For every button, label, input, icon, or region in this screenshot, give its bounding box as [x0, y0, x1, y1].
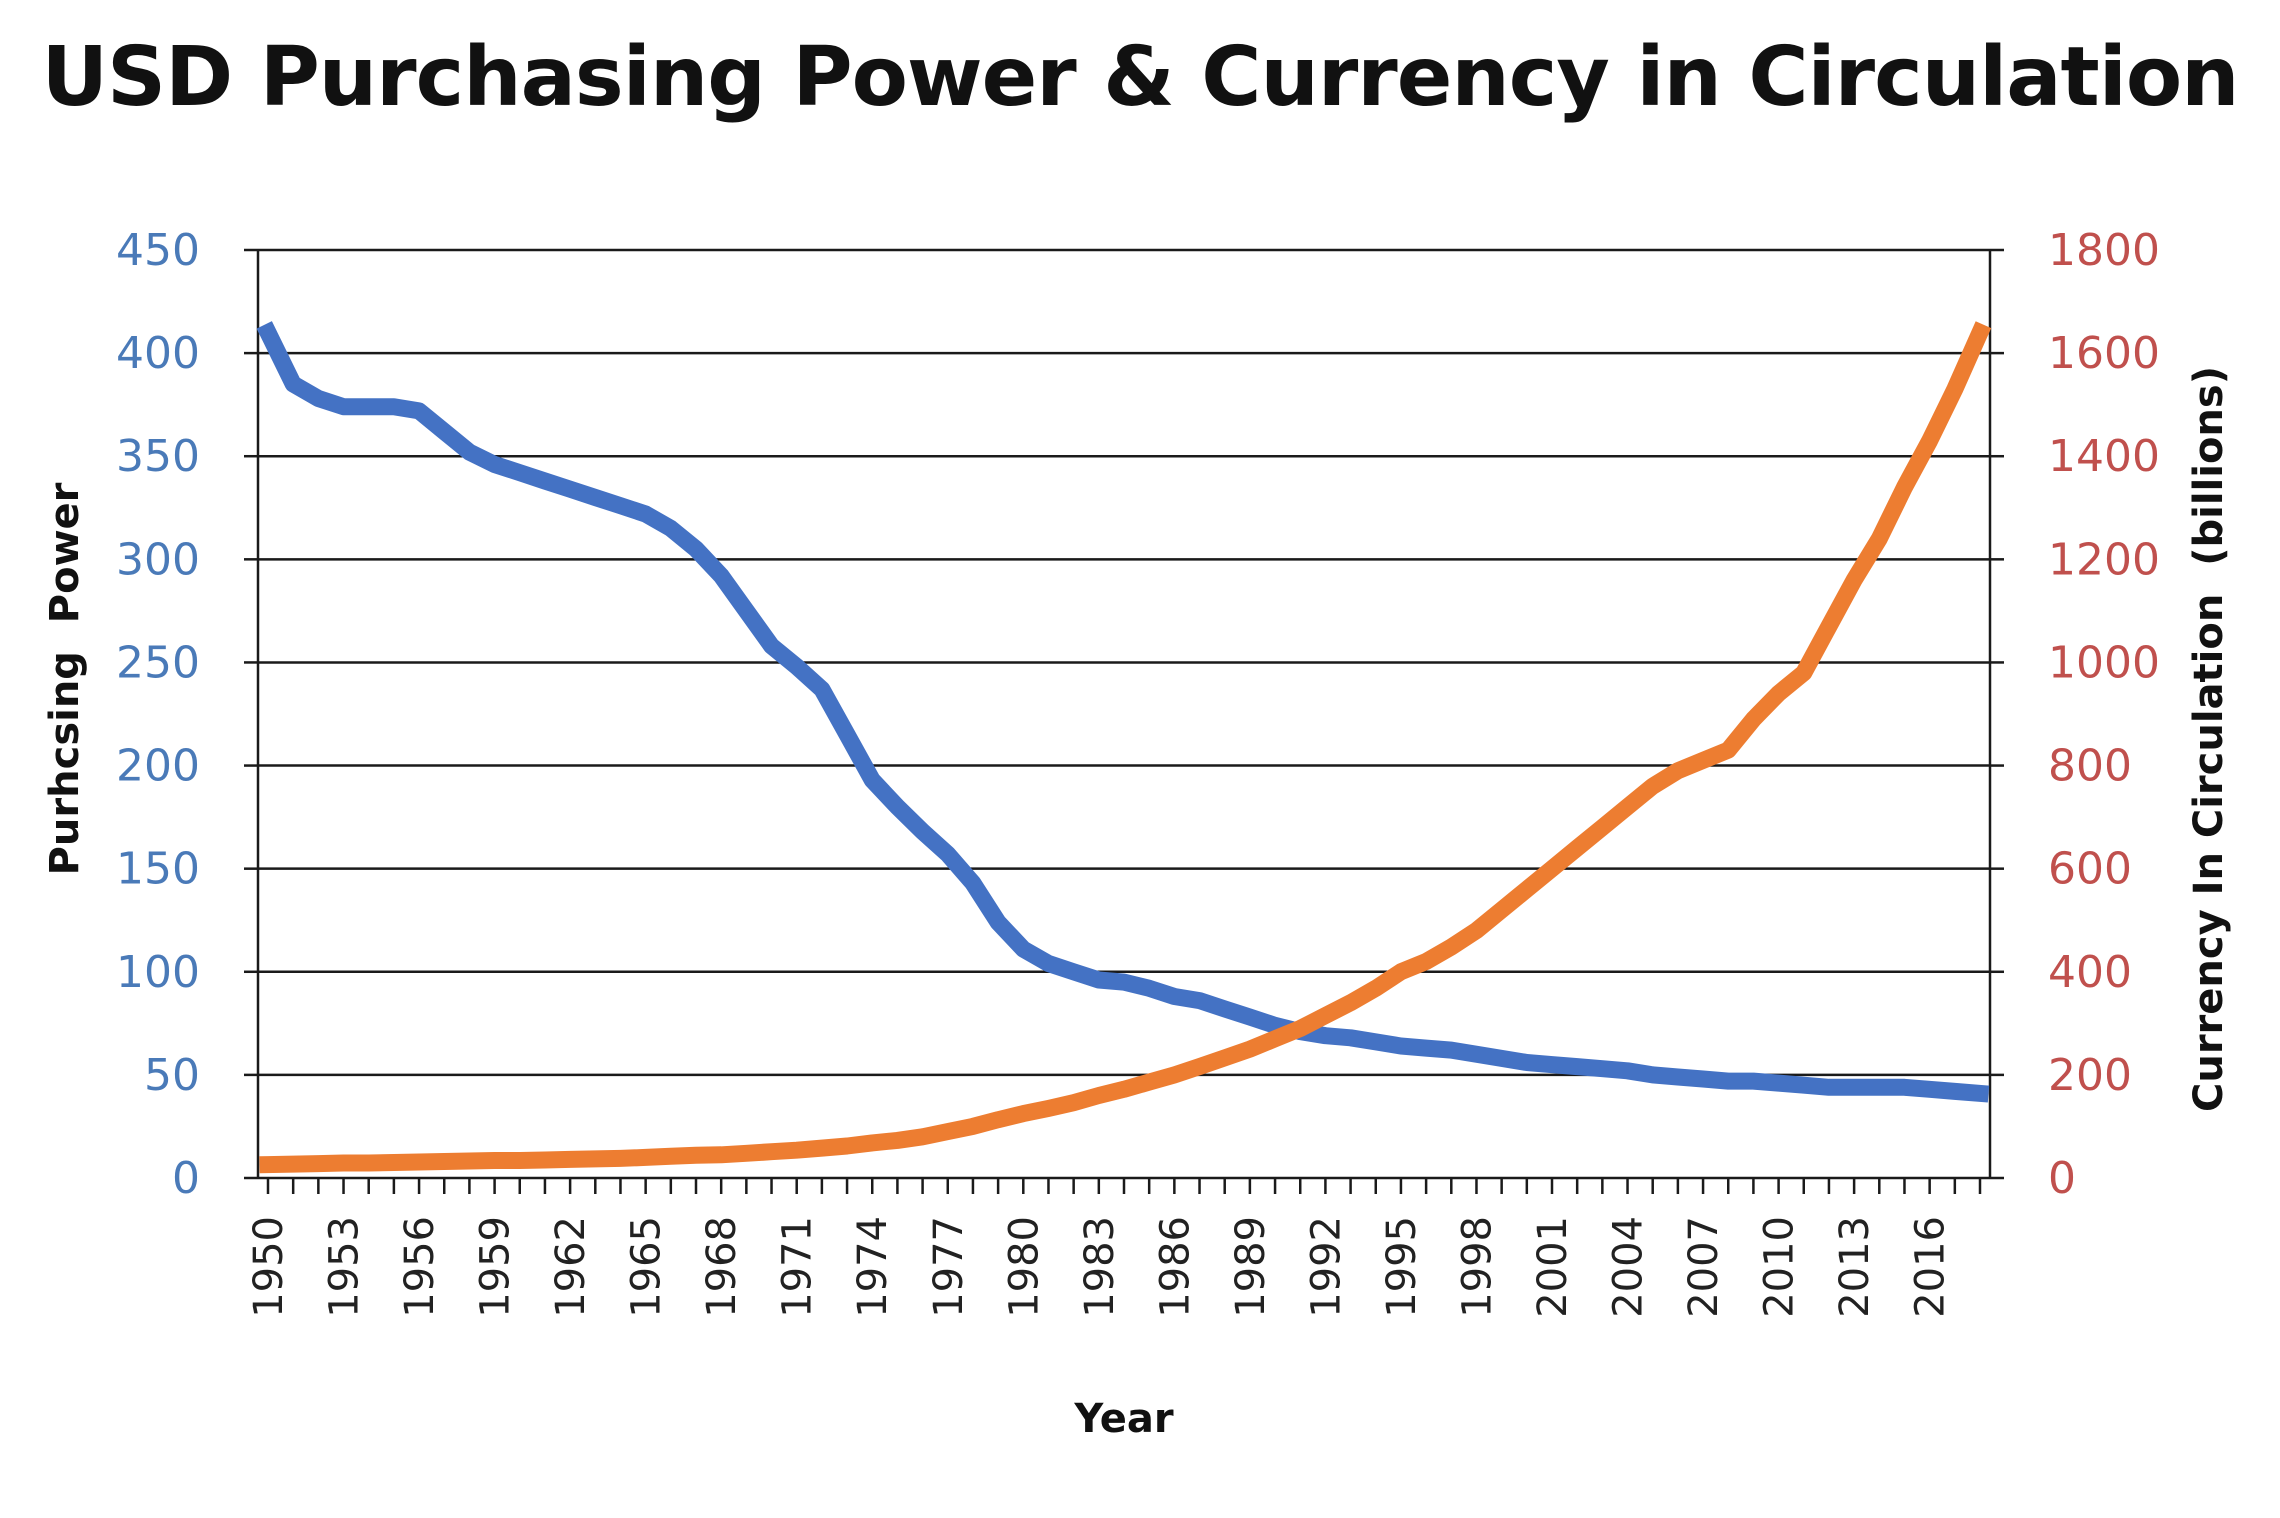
x-tick-label: 1971 [775, 1216, 821, 1318]
x-tick-label: 2004 [1606, 1216, 1652, 1318]
series-lines [256, 321, 1992, 1174]
tick-labels: 0 50 100 150 200 250 300 350 400 450 0 200 400 600 800… [116, 225, 2160, 1318]
left-y-tick-label: 250 [116, 637, 200, 688]
right-y-tick-label: 1600 [2048, 328, 2160, 379]
gridlines [258, 248, 1990, 1180]
right-y-tick-label: 600 [2048, 844, 2132, 895]
x-tick-label: 1953 [322, 1216, 368, 1318]
x-tick-label: 2013 [1832, 1216, 1878, 1318]
x-tick-label: 1962 [548, 1216, 594, 1318]
x-tick-label: 1968 [699, 1216, 745, 1318]
left-y-tick-label: 300 [116, 534, 200, 585]
x-tick-label: 1992 [1303, 1216, 1349, 1318]
x-tick-label: 2010 [1757, 1216, 1803, 1318]
x-tick-label: 1974 [850, 1216, 896, 1318]
right-y-tick-label: 1000 [2048, 637, 2160, 688]
x-tick-label: 1977 [926, 1216, 972, 1318]
left-y-axis-title: Purhcsing Power [42, 482, 88, 875]
purchasing-power-line [256, 321, 1990, 1103]
left-y-tick-label: 0 [172, 1153, 200, 1204]
x-tick-label: 1983 [1077, 1216, 1123, 1318]
x-tick-label: 1956 [397, 1216, 443, 1318]
right-y-tick-label: 400 [2048, 947, 2132, 998]
left-y-tick-label: 450 [116, 225, 200, 276]
right-y-tick-label: 200 [2048, 1050, 2132, 1101]
x-tick-label: 1959 [473, 1216, 519, 1318]
axes [244, 248, 2004, 1194]
chart-title: USD Purchasing Power & Currency in Circu… [41, 30, 2239, 125]
right-y-tick-label: 1800 [2048, 225, 2160, 276]
left-y-tick-label: 350 [116, 431, 200, 482]
left-y-tick-label: 50 [144, 1050, 200, 1101]
right-y-tick-label: 0 [2048, 1153, 2076, 1204]
left-y-tick-label: 150 [116, 844, 200, 895]
x-tick-label: 2016 [1908, 1216, 1954, 1318]
left-y-tick-label: 400 [116, 328, 200, 379]
x-tick-label: 1989 [1228, 1216, 1274, 1318]
left-y-tick-label: 100 [116, 947, 200, 998]
right-y-tick-label: 1400 [2048, 431, 2160, 482]
x-tick-label: 1965 [624, 1216, 670, 1318]
right-y-tick-label: 800 [2048, 741, 2132, 792]
x-tick-label: 1986 [1152, 1216, 1198, 1318]
x-tick-label: 1995 [1379, 1216, 1425, 1318]
right-y-tick-label: 1200 [2048, 534, 2160, 585]
x-tick-label: 1998 [1454, 1216, 1500, 1318]
x-tick-label: 2001 [1530, 1216, 1576, 1318]
x-axis-title: Year [1073, 1396, 1173, 1442]
x-tick-label: 1950 [246, 1216, 292, 1318]
currency-circulation-line [259, 321, 1992, 1174]
x-tick-label: 1980 [1001, 1216, 1047, 1318]
right-y-axis-title: Currency In Circulation (billions) [2186, 366, 2232, 1112]
x-tick-label: 2007 [1681, 1216, 1727, 1318]
left-y-tick-label: 200 [116, 741, 200, 792]
